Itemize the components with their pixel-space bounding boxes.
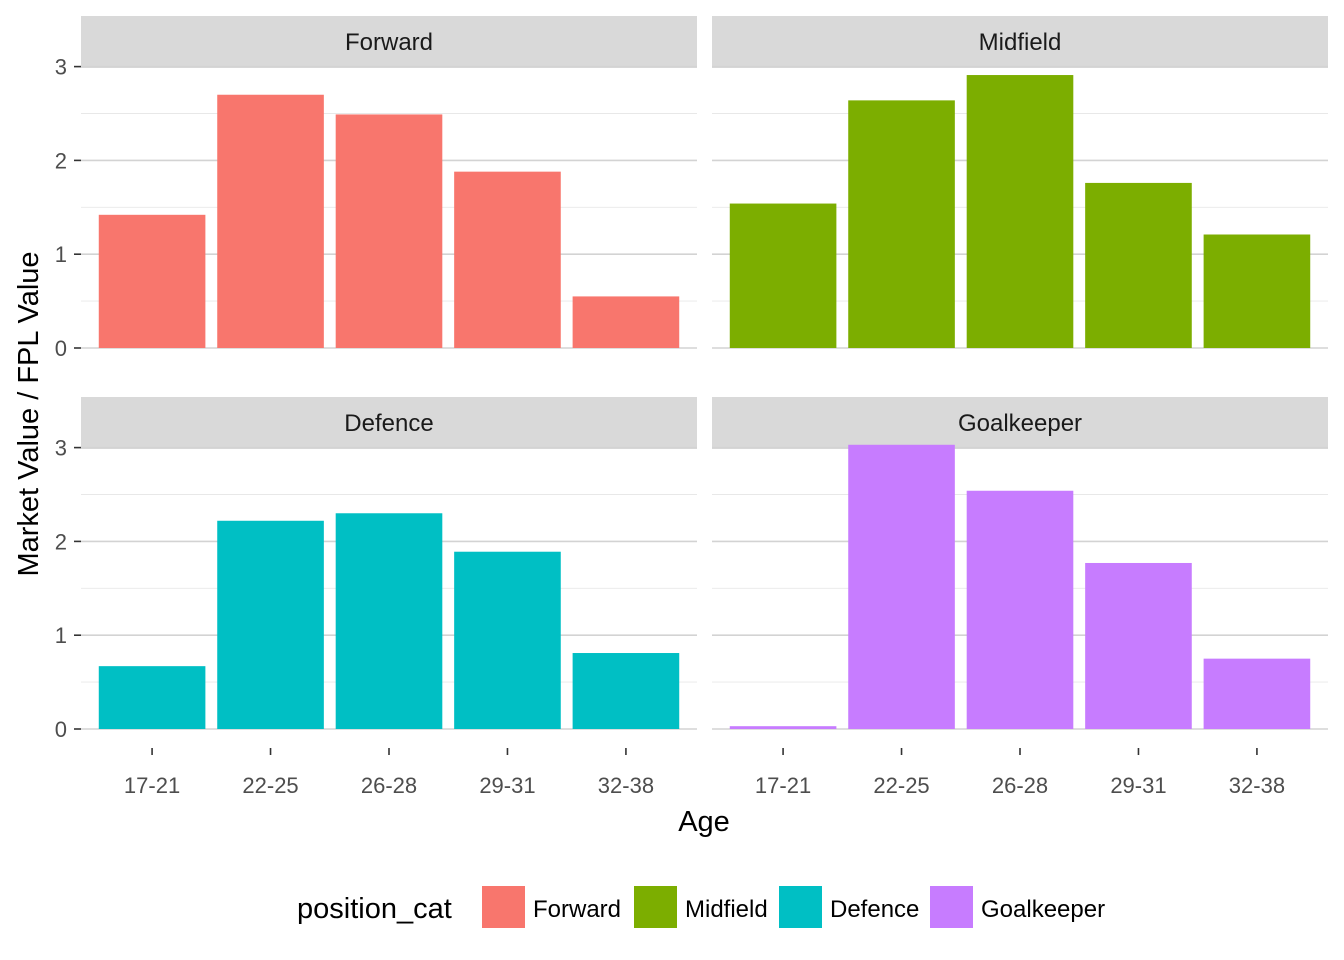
panel-defence: Defence 0 1 2 3 17-21 22-25 26-28 29-31 32-38 xyxy=(55,397,697,798)
bar-goalkeeper-29-31 xyxy=(1085,562,1192,729)
facet-strip-label: Goalkeeper xyxy=(958,410,1082,437)
legend-key-goalkeeper xyxy=(930,886,973,928)
x-tick-label: 22-25 xyxy=(242,773,298,798)
legend-label-goalkeeper: Goalkeeper xyxy=(981,896,1105,923)
facet-strip-forward xyxy=(81,16,697,68)
facet-strip-midfield xyxy=(712,16,1328,68)
x-tick-label: 17-21 xyxy=(755,773,811,798)
bar-midfield-17-21 xyxy=(729,203,837,348)
x-tick-label: 22-25 xyxy=(873,773,929,798)
facet-strip-label: Forward xyxy=(345,29,433,56)
facet-strip-defence xyxy=(81,397,697,449)
legend: position_cat Forward Midfield Defence Goalk… xyxy=(297,886,1105,928)
bar-goalkeeper-26-28 xyxy=(966,490,1074,729)
x-axis-title: Age xyxy=(678,806,730,838)
legend-label-midfield: Midfield xyxy=(685,896,768,923)
y-tick-label: 1 xyxy=(55,242,67,267)
y-axis-title: Market Value / FPL Value xyxy=(13,251,45,576)
legend-key-midfield xyxy=(634,886,677,928)
y-tick-label: 2 xyxy=(55,529,67,554)
y-tick-label: 1 xyxy=(55,623,67,648)
x-tick-label: 17-21 xyxy=(124,773,180,798)
facet-strip-label: Midfield xyxy=(979,29,1062,56)
bar-forward-22-25 xyxy=(217,94,324,349)
facet-strip-goalkeeper xyxy=(712,397,1328,449)
facet-panels: Forward 0 1 2 3 Midfield Defence 0 1 2 3 17-21 22-25… xyxy=(55,16,1328,798)
x-tick-label: 32-38 xyxy=(598,773,654,798)
x-tick-label: 29-31 xyxy=(1110,773,1166,798)
bar-midfield-22-25 xyxy=(848,100,955,348)
y-tick-label: 3 xyxy=(55,436,67,461)
bar-goalkeeper-22-25 xyxy=(848,444,955,729)
bar-defence-32-38 xyxy=(572,653,680,729)
bar-forward-32-38 xyxy=(572,296,680,348)
bar-defence-17-21 xyxy=(98,666,206,729)
legend-key-defence xyxy=(779,886,822,928)
bar-defence-26-28 xyxy=(335,513,443,729)
x-tick-label: 29-31 xyxy=(479,773,535,798)
bar-forward-26-28 xyxy=(335,114,443,348)
legend-label-forward: Forward xyxy=(533,896,621,923)
legend-label-defence: Defence xyxy=(830,896,919,923)
y-tick-label: 2 xyxy=(55,148,67,173)
facet-strip-label: Defence xyxy=(344,410,433,437)
bar-forward-17-21 xyxy=(98,214,206,348)
y-tick-label: 0 xyxy=(55,336,67,361)
panel-midfield: Midfield xyxy=(712,16,1328,349)
bar-midfield-26-28 xyxy=(966,75,1074,349)
x-tick-label: 32-38 xyxy=(1229,773,1285,798)
legend-key-forward xyxy=(482,886,525,928)
panel-forward: Forward 0 1 2 3 xyxy=(55,16,697,361)
bar-defence-22-25 xyxy=(217,520,324,729)
bar-midfield-32-38 xyxy=(1203,234,1311,348)
bar-forward-29-31 xyxy=(454,171,561,348)
bar-midfield-29-31 xyxy=(1085,182,1192,348)
legend-title: position_cat xyxy=(297,893,452,925)
y-tick-label: 0 xyxy=(55,717,67,742)
bar-goalkeeper-17-21 xyxy=(729,726,837,729)
bar-goalkeeper-32-38 xyxy=(1203,658,1311,729)
panel-goalkeeper: Goalkeeper 17-21 22-25 26-28 29-31 32-38 xyxy=(712,397,1328,798)
x-tick-label: 26-28 xyxy=(361,773,417,798)
x-tick-label: 26-28 xyxy=(992,773,1048,798)
y-tick-label: 3 xyxy=(55,55,67,80)
bar-defence-29-31 xyxy=(454,551,561,729)
